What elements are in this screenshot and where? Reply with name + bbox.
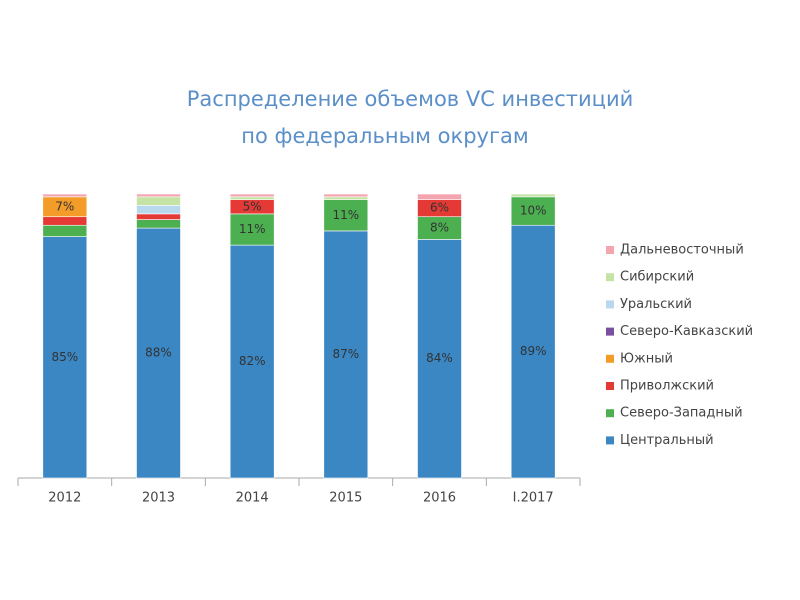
bar-segment bbox=[136, 196, 181, 206]
bar-segment bbox=[510, 224, 556, 479]
legend-swatch bbox=[606, 354, 614, 363]
bar-segment bbox=[229, 193, 275, 198]
bar-segment bbox=[417, 193, 462, 200]
bar-segment bbox=[229, 213, 275, 246]
value-label: 88% bbox=[145, 346, 172, 360]
bar-segment bbox=[229, 244, 275, 479]
bar-segment bbox=[42, 216, 88, 226]
value-label: 85% bbox=[51, 350, 78, 364]
value-label: 7% bbox=[55, 199, 74, 213]
bar-segment bbox=[42, 193, 88, 198]
bar-segment bbox=[42, 224, 88, 237]
legend-label: Центральный bbox=[620, 433, 714, 448]
value-label: 6% bbox=[430, 201, 449, 215]
legend-swatch bbox=[606, 382, 614, 390]
value-label: 5% bbox=[243, 199, 262, 213]
legend-swatch bbox=[606, 300, 614, 309]
value-label: 10% bbox=[520, 204, 547, 218]
value-label: 89% bbox=[520, 344, 547, 358]
bar-segment bbox=[229, 196, 275, 200]
legend-label: Уральский bbox=[620, 297, 692, 312]
x-tick-label: 2014 bbox=[236, 491, 269, 506]
x-tick-label: 2013 bbox=[142, 491, 175, 506]
x-tick-label: I.2017 bbox=[513, 491, 554, 506]
legend-swatch bbox=[606, 246, 614, 254]
legend-label: Южный bbox=[620, 351, 673, 366]
legend-label: Северо-Кавказский bbox=[620, 324, 753, 339]
legend-label: Приволжский bbox=[620, 379, 714, 394]
bar-segment bbox=[510, 193, 556, 198]
bar-segment bbox=[510, 196, 556, 226]
chart-title: Распределение объемов VC инвестиций bbox=[187, 87, 634, 111]
chart-title: по федеральным округам bbox=[241, 124, 528, 148]
bar-segment bbox=[42, 236, 88, 479]
value-label: 11% bbox=[332, 208, 359, 222]
bar-segment bbox=[323, 196, 369, 200]
x-tick-label: 2016 bbox=[423, 491, 456, 506]
bar-segment bbox=[136, 213, 181, 220]
value-label: 84% bbox=[426, 351, 453, 365]
bar-segment bbox=[136, 227, 181, 479]
legend-swatch bbox=[606, 273, 614, 282]
bar-segment bbox=[323, 199, 369, 232]
legend-swatch bbox=[606, 436, 614, 445]
bar-segment bbox=[136, 219, 181, 229]
bar-segment bbox=[417, 239, 462, 479]
value-label: 11% bbox=[239, 222, 266, 236]
bar-segment bbox=[136, 193, 181, 198]
legend-label: Дальневосточный bbox=[620, 243, 744, 258]
x-tick-label: 2012 bbox=[48, 491, 81, 506]
value-label: 87% bbox=[332, 347, 359, 361]
legend-swatch bbox=[606, 409, 614, 418]
bar-segment bbox=[136, 205, 181, 215]
legend-label: Сибирский bbox=[620, 270, 694, 285]
bar-segment bbox=[323, 230, 369, 479]
value-label: 8% bbox=[430, 221, 449, 235]
x-tick-label: 2015 bbox=[329, 491, 362, 506]
value-label: 82% bbox=[239, 354, 266, 368]
bar-segment bbox=[323, 193, 369, 198]
legend-swatch bbox=[606, 327, 614, 336]
legend-label: Северо-Западный bbox=[620, 406, 743, 421]
